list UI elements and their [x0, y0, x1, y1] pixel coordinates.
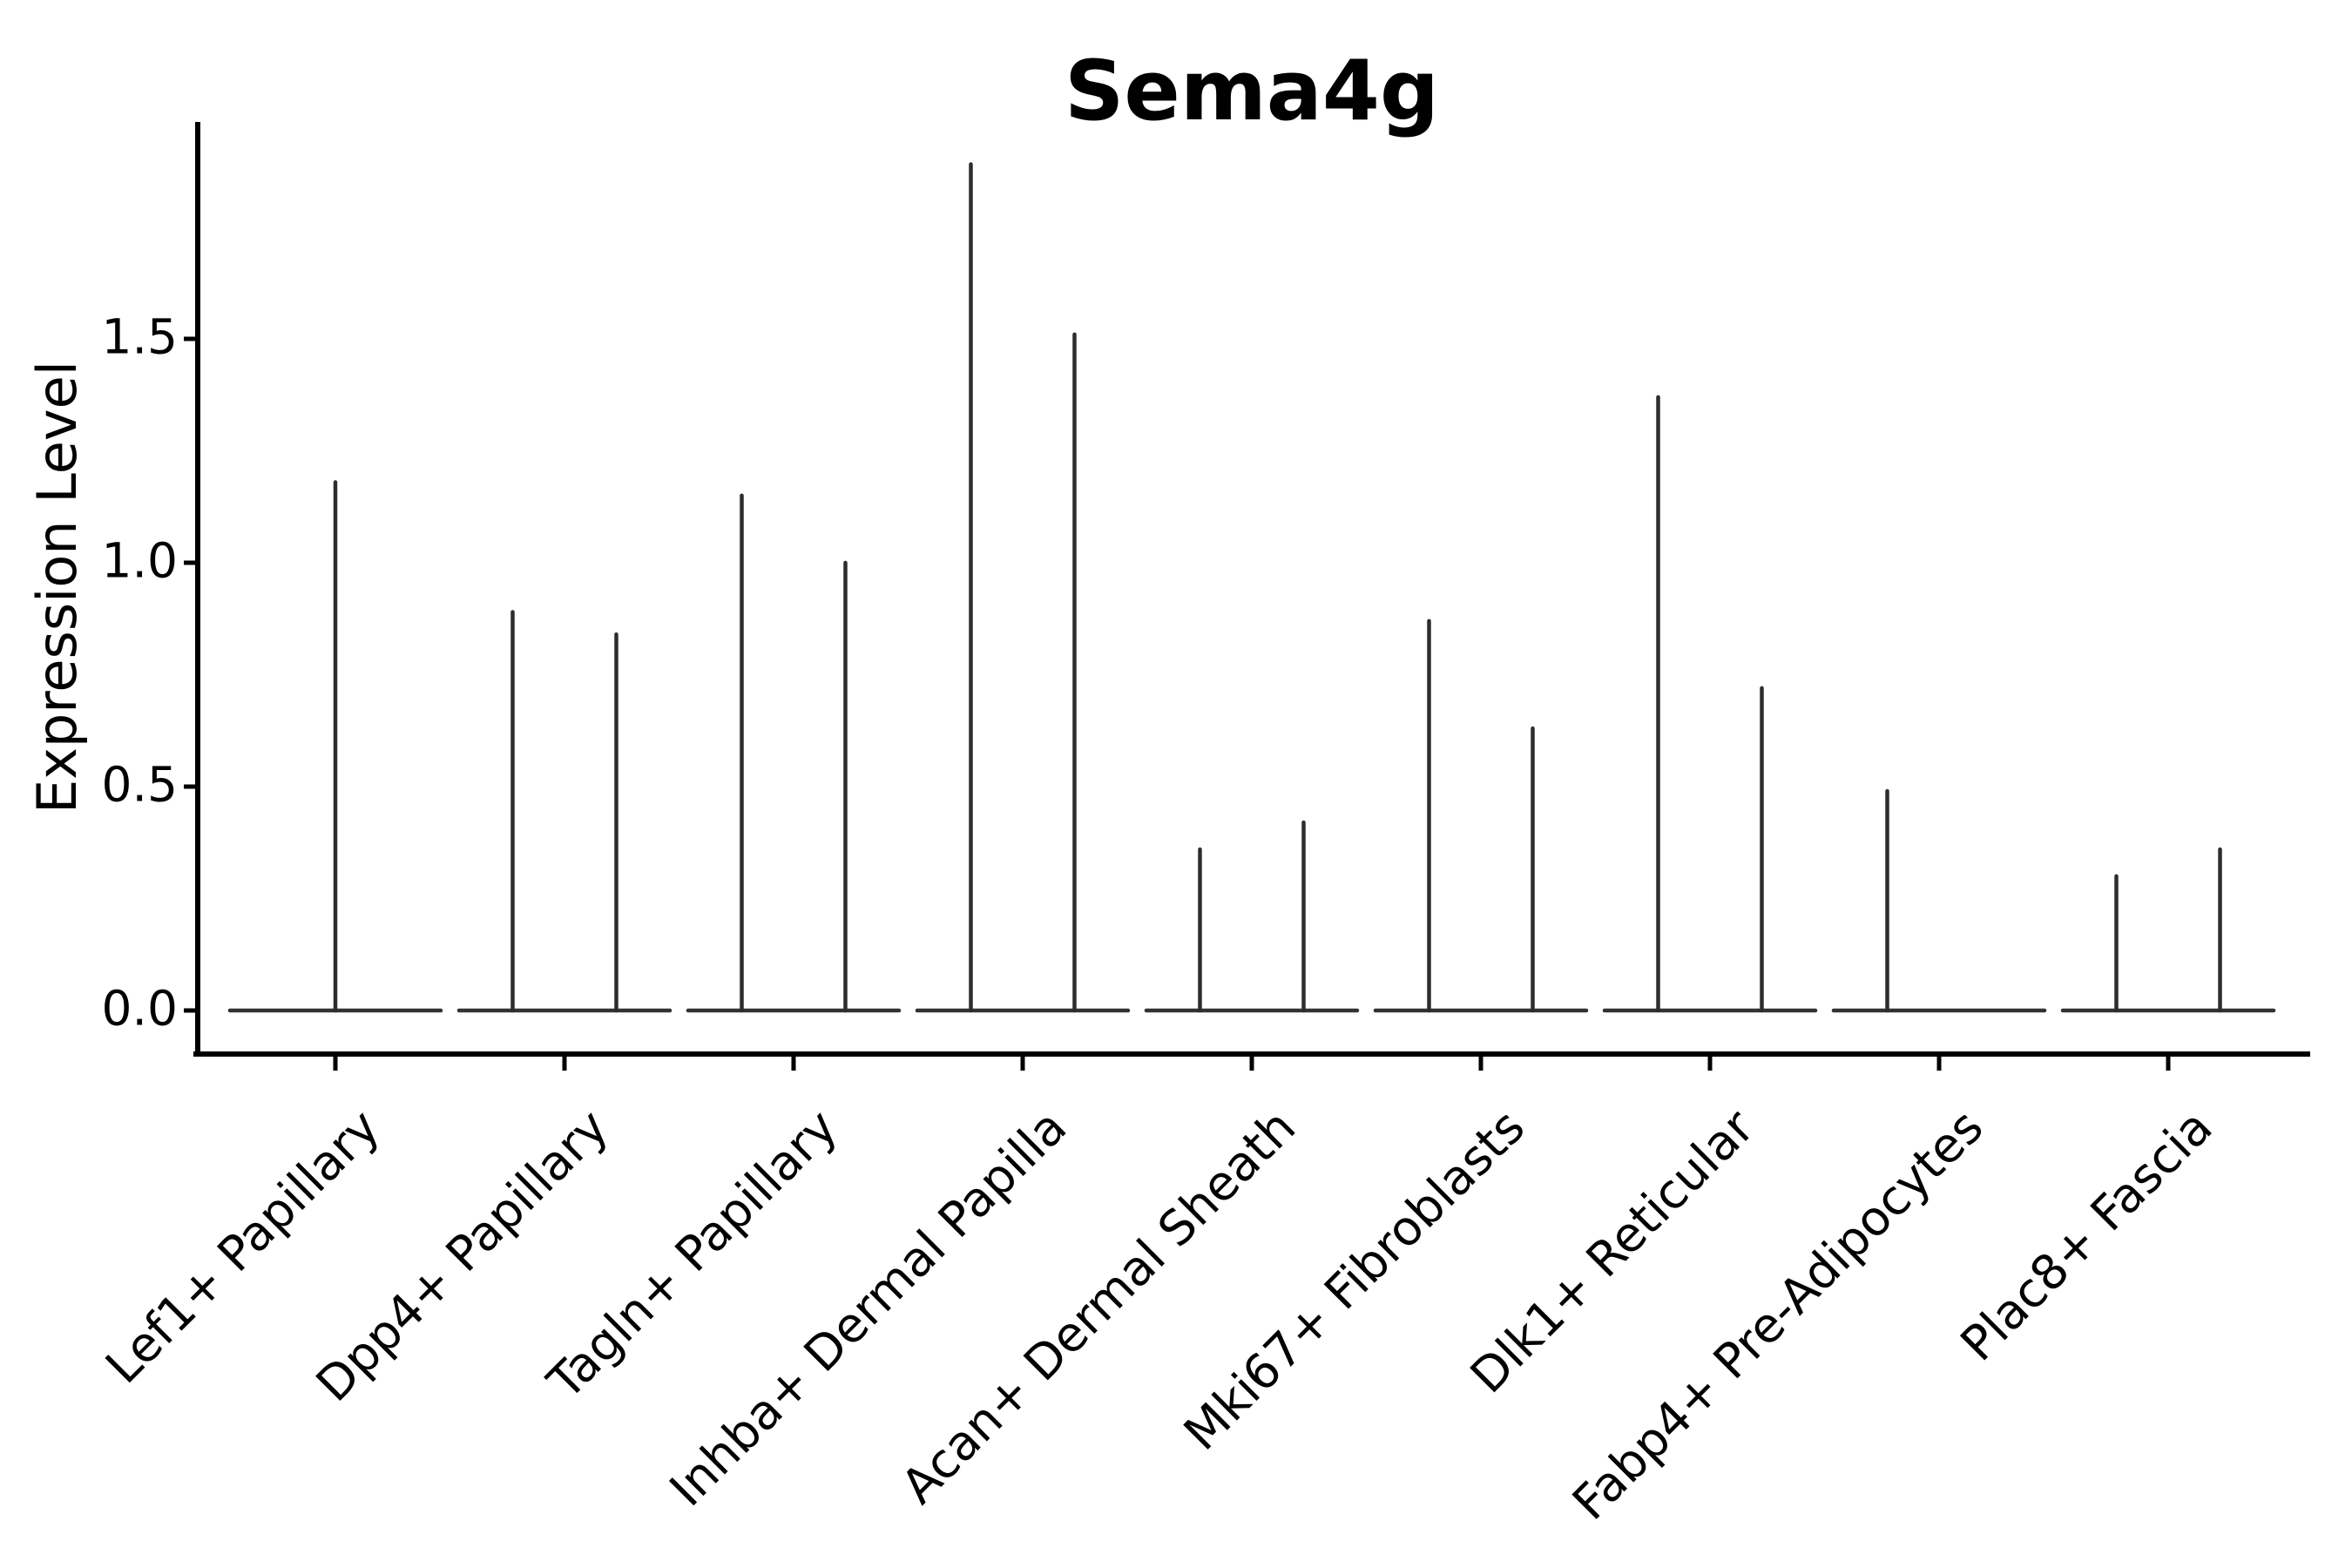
y-tick-label: 0.5 — [101, 756, 178, 813]
y-tick-label: 1.0 — [101, 532, 178, 589]
y-tick-label: 0.0 — [101, 980, 178, 1037]
plot-title: Sema4g — [1064, 44, 1440, 139]
y-axis-label: Expression Level — [25, 361, 89, 814]
y-tick-label: 1.5 — [101, 308, 178, 365]
